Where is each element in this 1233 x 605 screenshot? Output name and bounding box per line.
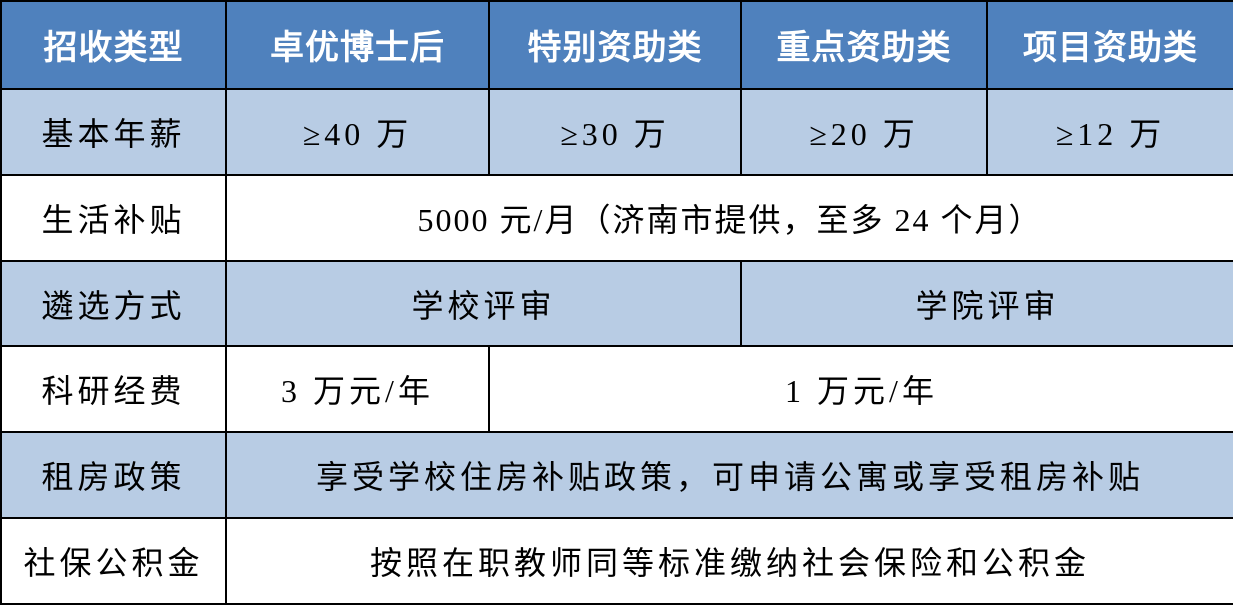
research-row: 科研经费 3 万元/年 1 万元/年 bbox=[0, 345, 1233, 434]
row-label: 遴选方式 bbox=[0, 259, 227, 348]
living-cell: 5000 元/月（济南市提供，至多 24 个月） bbox=[225, 173, 1233, 262]
housing-cell: 享受学校住房补贴政策，可申请公寓或享受租房补贴 bbox=[225, 431, 1233, 520]
insurance-row: 社保公积金 按照在职教师同等标准缴纳社会保险和公积金 bbox=[0, 517, 1233, 605]
header-cell: 招收类型 bbox=[0, 0, 227, 90]
row-label: 租房政策 bbox=[0, 431, 227, 520]
row-label: 生活补贴 bbox=[0, 173, 227, 262]
selection-cell: 学院评审 bbox=[740, 259, 1233, 348]
research-cell: 1 万元/年 bbox=[488, 345, 1233, 434]
salary-cell: ≥20 万 bbox=[740, 87, 988, 176]
salary-cell: ≥12 万 bbox=[986, 87, 1233, 176]
header-cell: 重点资助类 bbox=[740, 0, 988, 90]
row-label: 社保公积金 bbox=[0, 517, 227, 605]
salary-cell: ≥30 万 bbox=[488, 87, 742, 176]
header-cell: 项目资助类 bbox=[986, 0, 1233, 90]
selection-row: 遴选方式 学校评审 学院评审 bbox=[0, 259, 1233, 348]
salary-row: 基本年薪 ≥40 万 ≥30 万 ≥20 万 ≥12 万 bbox=[0, 87, 1233, 176]
header-cell: 特别资助类 bbox=[488, 0, 742, 90]
row-label: 基本年薪 bbox=[0, 87, 227, 176]
housing-row: 租房政策 享受学校住房补贴政策，可申请公寓或享受租房补贴 bbox=[0, 431, 1233, 520]
selection-cell: 学校评审 bbox=[225, 259, 742, 348]
insurance-cell: 按照在职教师同等标准缴纳社会保险和公积金 bbox=[225, 517, 1233, 605]
row-label: 科研经费 bbox=[0, 345, 227, 434]
header-cell: 卓优博士后 bbox=[225, 0, 490, 90]
living-row: 生活补贴 5000 元/月（济南市提供，至多 24 个月） bbox=[0, 173, 1233, 262]
research-cell: 3 万元/年 bbox=[225, 345, 490, 434]
header-row: 招收类型 卓优博士后 特别资助类 重点资助类 项目资助类 bbox=[0, 0, 1233, 90]
salary-cell: ≥40 万 bbox=[225, 87, 490, 176]
